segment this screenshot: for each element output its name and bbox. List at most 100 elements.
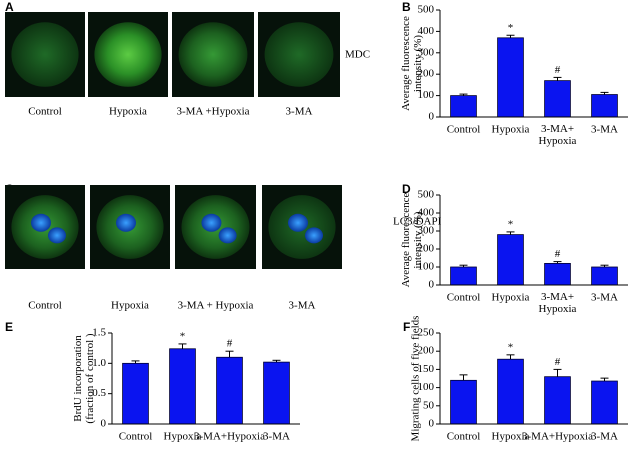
error-bar: [178, 343, 187, 349]
nucleus: [201, 213, 222, 232]
x-tick-label: 3-MA: [263, 431, 290, 443]
image-label: Control: [28, 106, 62, 118]
y-tick-label: 1.0: [92, 357, 106, 369]
y-tick-label: 100: [418, 381, 435, 393]
significance-mark: #: [227, 338, 233, 350]
x-tick-label: Hypoxia: [492, 431, 530, 443]
significance-mark: #: [555, 248, 561, 260]
bar: [497, 358, 524, 425]
y-tick-label: 100: [418, 261, 435, 273]
image-label: 3-MA + Hypoxia: [178, 300, 254, 312]
image-label: Hypoxia: [109, 106, 147, 118]
cell: [264, 22, 334, 87]
y-tick-label: 0: [429, 279, 435, 291]
y-tick-label: 500: [418, 189, 435, 201]
x-tick-label: Hypoxia: [164, 431, 202, 443]
nucleus: [31, 213, 51, 232]
nucleus: [48, 227, 66, 244]
y-tick-label: 400: [418, 207, 435, 219]
nucleus: [218, 227, 237, 244]
micrograph: [90, 185, 170, 269]
x-tick-label: Control: [447, 292, 481, 304]
bar: [544, 80, 571, 118]
micrograph: [88, 12, 168, 97]
error-bar: [600, 377, 609, 382]
nucleus: [288, 213, 308, 232]
y-tick-label: 200: [418, 68, 435, 80]
significance-mark: *: [508, 22, 514, 34]
y-axis-label: Average fluorescenceintensity (%): [399, 193, 423, 288]
x-tick-label: 3-MA+Hypoxia: [539, 290, 577, 314]
bar: [169, 348, 196, 425]
bar: [497, 234, 524, 286]
micrograph: [5, 12, 85, 97]
error-bar: [225, 350, 234, 358]
bar: [591, 380, 618, 425]
significance-mark: *: [508, 218, 514, 230]
y-tick-label: 400: [418, 25, 435, 37]
bar: [591, 94, 618, 118]
x-tick-label: 3-MA: [591, 431, 618, 443]
y-tick-label: 500: [418, 4, 435, 16]
error-bar: [553, 261, 562, 264]
error-bar: [553, 368, 562, 377]
x-tick-label: 3-MA+Hypoxia: [539, 122, 577, 146]
bar: [216, 356, 243, 425]
error-bar: [553, 76, 562, 81]
panel-letter: D: [402, 182, 411, 196]
error-bar: [459, 264, 468, 267]
bar: [450, 266, 477, 286]
cell: [178, 22, 248, 87]
bar: [263, 361, 290, 425]
micrograph: [172, 12, 254, 97]
x-tick-label: 3-MA+Hypoxia: [194, 431, 265, 443]
significance-mark: #: [555, 64, 561, 76]
y-axis-label: Average fluorescenceintensity (%): [399, 16, 423, 111]
x-tick-label: Control: [447, 431, 481, 443]
image-label: Control: [28, 300, 62, 312]
y-tick-label: 0: [429, 418, 435, 430]
y-tick-label: 300: [418, 225, 435, 237]
image-label: 3-MA +Hypoxia: [176, 106, 249, 118]
micrograph: [262, 185, 342, 269]
x-tick-label: Control: [119, 431, 153, 443]
error-bar: [131, 360, 140, 364]
cell: [94, 22, 162, 87]
error-bar: [459, 93, 468, 96]
y-tick-label: 200: [418, 243, 435, 255]
x-tick-label: 3-MA: [591, 292, 618, 304]
panel-letter: F: [403, 320, 410, 334]
bar: [544, 376, 571, 425]
image-label: 3-MA: [289, 300, 316, 312]
image-label: 3-MA: [286, 106, 313, 118]
y-tick-label: 100: [418, 89, 435, 101]
bar: [591, 266, 618, 286]
x-tick-label: 3-MA+Hypoxia: [522, 431, 593, 443]
bar: [497, 37, 524, 118]
cell: [11, 22, 79, 87]
micrograph: [5, 185, 85, 269]
x-tick-label: Control: [447, 124, 481, 136]
y-axis-label: BrdU incorporation(fraction of control ): [71, 333, 95, 423]
bar: [544, 262, 571, 286]
significance-mark: *: [180, 330, 186, 342]
bar: [122, 362, 149, 425]
significance-mark: *: [508, 341, 514, 353]
y-tick-label: 300: [418, 46, 435, 58]
y-tick-label: 1.5: [92, 327, 106, 339]
panel-letter: B: [402, 0, 411, 14]
x-tick-label: 3-MA: [591, 124, 618, 136]
error-bar: [506, 231, 515, 235]
y-tick-label: 250: [418, 327, 435, 339]
error-bar: [272, 359, 281, 363]
x-tick-label: Hypoxia: [492, 124, 530, 136]
error-bar: [459, 374, 468, 381]
error-bar: [506, 34, 515, 38]
significance-mark: #: [555, 356, 561, 368]
y-tick-label: 0.5: [92, 387, 106, 399]
micrograph: [175, 185, 256, 269]
image-label: Hypoxia: [111, 300, 149, 312]
y-tick-label: 0: [429, 111, 435, 123]
